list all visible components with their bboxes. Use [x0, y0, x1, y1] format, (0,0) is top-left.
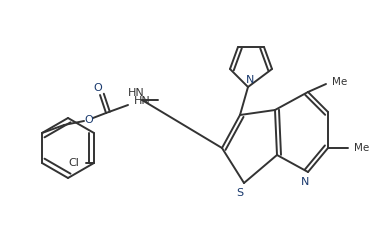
Text: O: O	[85, 115, 93, 125]
Text: N: N	[301, 177, 309, 187]
Text: Me: Me	[332, 77, 347, 87]
Text: O: O	[94, 83, 102, 93]
Text: HN: HN	[134, 96, 151, 106]
Text: N: N	[246, 75, 254, 85]
Text: S: S	[236, 188, 244, 198]
Text: Me: Me	[354, 143, 369, 153]
Text: HN: HN	[128, 88, 144, 98]
Text: Cl: Cl	[69, 158, 79, 168]
